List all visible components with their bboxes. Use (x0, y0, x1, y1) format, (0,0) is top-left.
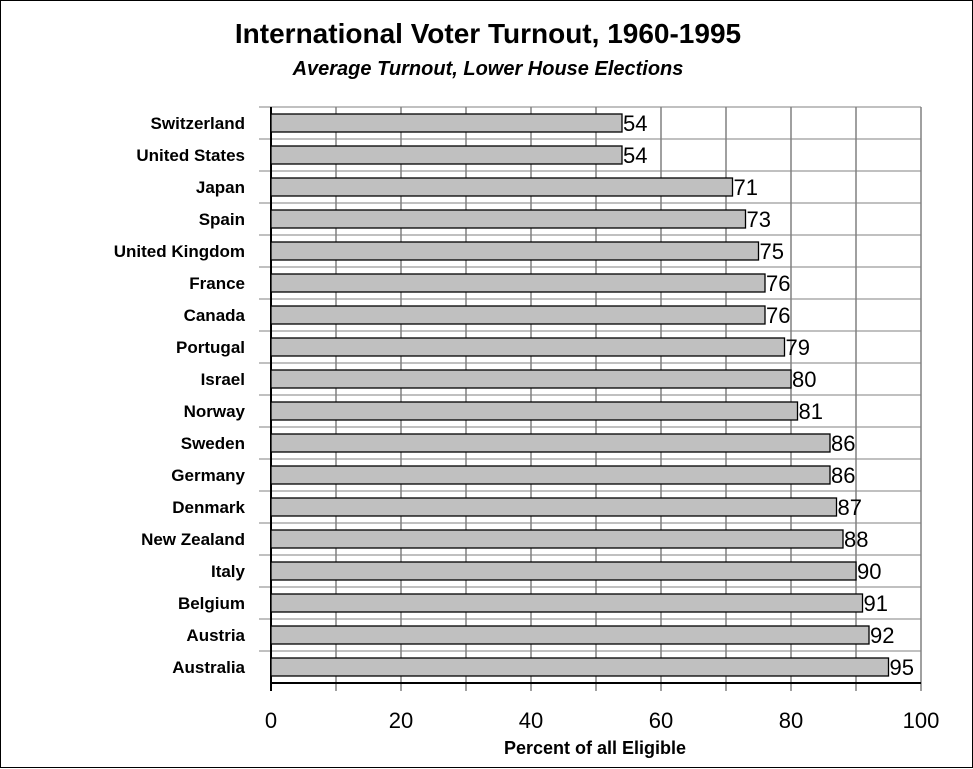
category-label: Portugal (176, 338, 245, 357)
data-label: 79 (786, 335, 810, 360)
category-label: Israel (201, 370, 245, 389)
category-label: Austria (186, 626, 245, 645)
data-label: 90 (857, 559, 881, 584)
data-label: 73 (747, 207, 771, 232)
category-label: Japan (196, 178, 245, 197)
category-label: United States (136, 146, 245, 165)
data-label: 88 (844, 527, 868, 552)
bar (270, 337, 786, 357)
bar (270, 209, 747, 229)
bar (270, 529, 844, 549)
data-label: 71 (734, 175, 758, 200)
x-tick-label: 80 (779, 708, 803, 733)
bar (270, 593, 864, 613)
data-label: 86 (831, 463, 855, 488)
bar (270, 465, 831, 485)
category-label: New Zealand (141, 530, 245, 549)
bar (270, 273, 766, 293)
category-label: Belgium (178, 594, 245, 613)
category-label: Germany (171, 466, 245, 485)
data-label: 81 (799, 399, 823, 424)
bar (270, 145, 623, 165)
data-label: 86 (831, 431, 855, 456)
data-label: 95 (890, 655, 914, 680)
bar (270, 561, 857, 581)
category-label: Norway (184, 402, 246, 421)
data-label: 75 (760, 239, 784, 264)
category-label: Switzerland (151, 114, 245, 133)
category-label: France (189, 274, 245, 293)
bar (270, 657, 890, 677)
bar (270, 305, 766, 325)
x-tick-label: 40 (519, 708, 543, 733)
bar (270, 113, 623, 133)
bar (270, 625, 870, 645)
data-label: 54 (623, 111, 647, 136)
data-label: 91 (864, 591, 888, 616)
data-label: 92 (870, 623, 894, 648)
bar (270, 401, 799, 421)
x-tick-label: 100 (903, 708, 940, 733)
chart-title: International Voter Turnout, 1960-1995 (235, 18, 741, 49)
bar (270, 497, 838, 517)
x-tick-label: 20 (389, 708, 413, 733)
data-label: 87 (838, 495, 862, 520)
category-label: Spain (199, 210, 245, 229)
category-label: Sweden (181, 434, 245, 453)
data-label: 76 (766, 303, 790, 328)
category-label: Italy (211, 562, 246, 581)
x-tick-label: 0 (265, 708, 277, 733)
category-label: United Kingdom (114, 242, 245, 261)
category-label: Australia (172, 658, 245, 677)
category-label: Canada (184, 306, 246, 325)
category-label: Denmark (172, 498, 245, 517)
data-label: 54 (623, 143, 647, 168)
x-tick-label: 60 (649, 708, 673, 733)
bar (270, 433, 831, 453)
data-label: 76 (766, 271, 790, 296)
bar (270, 369, 792, 389)
bar (270, 241, 760, 261)
x-axis-label: Percent of all Eligible (504, 738, 686, 758)
data-label: 80 (792, 367, 816, 392)
chart-subtitle: Average Turnout, Lower House Elections (292, 58, 684, 80)
bar (270, 177, 734, 197)
